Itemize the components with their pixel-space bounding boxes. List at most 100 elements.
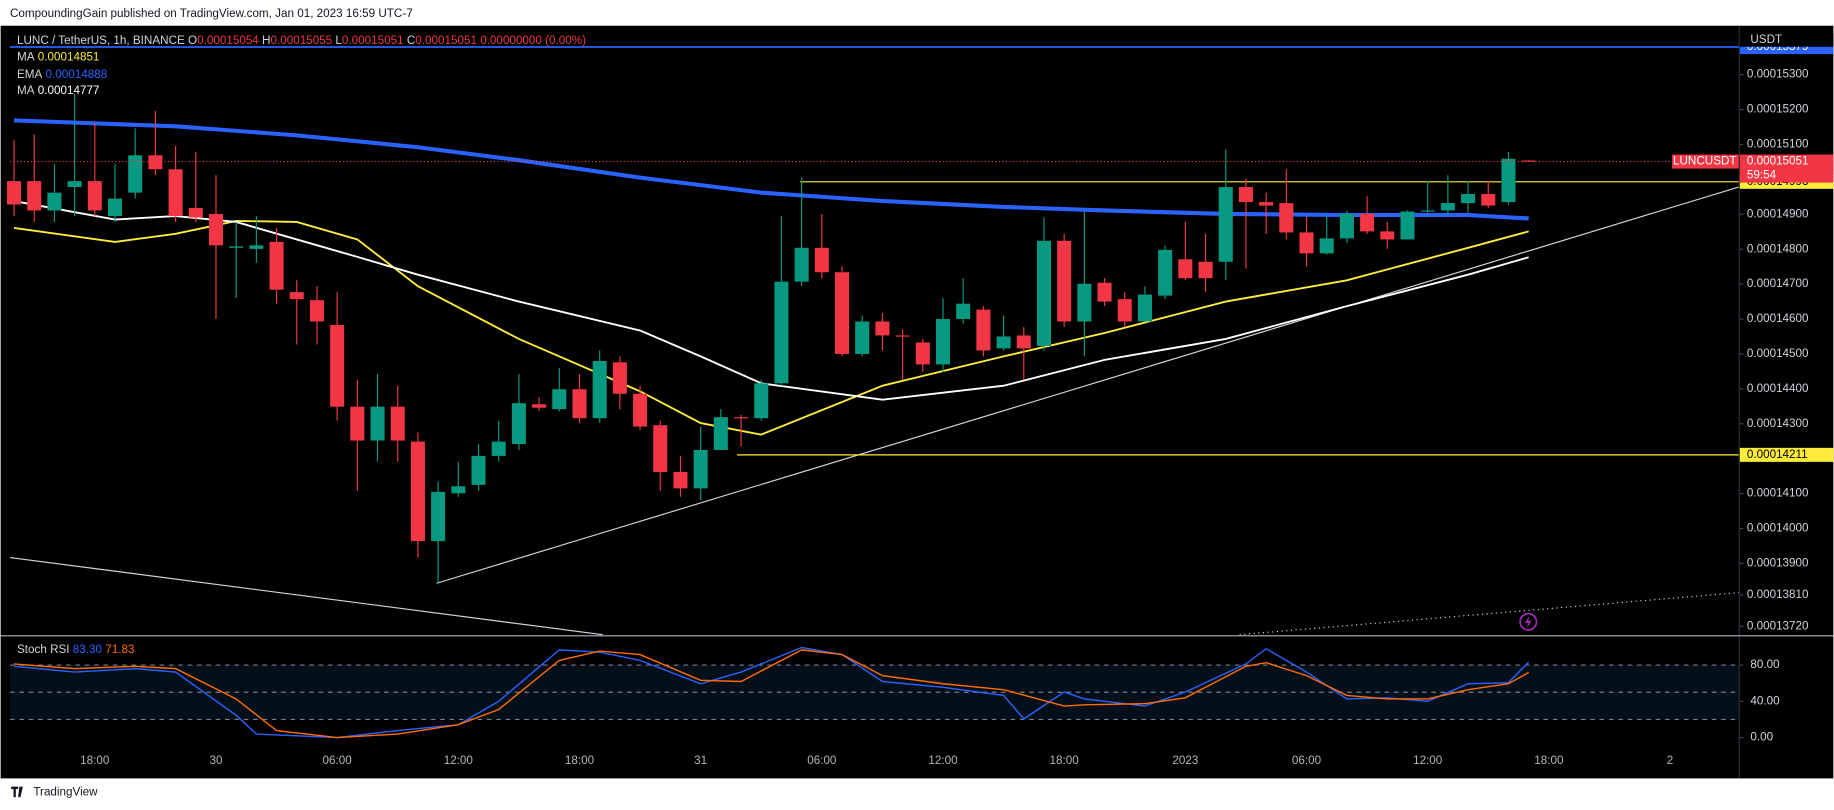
candle-body: [1259, 202, 1274, 206]
candle-body: [249, 245, 264, 249]
y-tick-label: 0.00015300: [1747, 68, 1809, 81]
x-tick-label: 06:00: [807, 754, 837, 767]
candle-body: [1299, 232, 1314, 254]
event-icon-bolt: [1524, 615, 1532, 628]
candle-body: [612, 362, 627, 394]
stoch-title: Stoch RSI: [17, 643, 70, 656]
y-tick-label: 0.00014800: [1747, 242, 1809, 255]
candle-body: [956, 303, 971, 320]
candle-body: [471, 455, 486, 485]
candle-body: [915, 342, 930, 365]
candle-body: [1380, 231, 1395, 240]
candle-body: [1400, 211, 1415, 240]
candle-body: [491, 441, 506, 456]
trendline: [436, 186, 1739, 584]
candle-body: [693, 449, 708, 489]
y-tick-label: 0.00015200: [1747, 103, 1809, 116]
candle-body: [1057, 240, 1072, 322]
y-tick-label: 0.00: [1750, 731, 1773, 744]
trendline: [9, 556, 603, 636]
candle-body: [1137, 294, 1152, 322]
candle-body: [1036, 240, 1051, 346]
candle-body: [814, 247, 829, 273]
candle-body: [87, 181, 102, 211]
candle-body: [1077, 283, 1092, 322]
candle-body: [1339, 213, 1354, 239]
last-price-box: [1739, 154, 1834, 183]
indicator-name: MA: [17, 84, 35, 97]
candle-body: [1158, 249, 1173, 296]
y-tick-label: 0.00015100: [1747, 138, 1809, 151]
symbol-header: LUNC / TetherUS, 1h, BINANCE O0.00015054…: [17, 34, 586, 47]
candle-body: [1420, 210, 1435, 212]
x-tick-label: 06:00: [1292, 754, 1322, 767]
candle-body: [269, 241, 284, 290]
indicator-name: MA: [17, 50, 35, 63]
x-tick-label: 18:00: [1050, 754, 1080, 767]
indicator-legend: EMA 0.00014888: [17, 68, 107, 81]
candle-body: [592, 360, 607, 419]
x-tick-label: 18:00: [80, 754, 110, 767]
y-tick-label: 0.00014600: [1747, 312, 1809, 325]
candle-body: [47, 192, 62, 211]
last-price-label: 0.00015051: [1747, 155, 1809, 168]
candle-body: [370, 406, 385, 441]
indicator-value: 0.00014888: [46, 68, 108, 81]
candle-body: [794, 247, 809, 282]
y-tick-label: 0.00014900: [1747, 207, 1809, 220]
candle-body: [572, 389, 587, 419]
candle-body: [835, 272, 850, 354]
event-icon: [1519, 612, 1538, 631]
candle-body: [451, 486, 466, 494]
stoch-line: [13, 649, 1530, 739]
candle-body: [552, 389, 567, 410]
footer-brand: TradingView: [33, 786, 98, 799]
candle-body: [309, 300, 324, 322]
level-label-box: [1739, 447, 1834, 462]
footer-logo: [11, 786, 23, 798]
candle-body: [67, 181, 82, 188]
candle-body: [410, 441, 425, 542]
candle-body: [713, 417, 728, 450]
stoch-legend: Stoch RSI 83.30 71.83: [17, 643, 134, 656]
ohlc-open: 0.00015054: [197, 34, 259, 47]
indicator-name: EMA: [17, 68, 43, 81]
candle-body: [188, 208, 203, 218]
x-tick-label: 2: [1667, 754, 1674, 767]
top-bar: [0, 0, 1834, 26]
candle-body: [1117, 299, 1132, 322]
indicator-line: [13, 118, 1529, 221]
ohlc-prefix: O: [188, 34, 197, 47]
candle-body: [390, 406, 405, 441]
candle-body: [229, 246, 244, 248]
candle-body: [1198, 261, 1213, 279]
candle-body: [532, 404, 547, 408]
candle-body: [1440, 203, 1455, 211]
y-tick-label: 0.00013720: [1747, 619, 1809, 632]
footer-bar: [0, 778, 1834, 810]
candle-body: [208, 213, 223, 246]
y-tick-label: 0.00014000: [1747, 522, 1809, 535]
candle-body: [27, 181, 42, 211]
candle-body: [350, 406, 365, 441]
candle-body: [1016, 335, 1031, 349]
candle-body: [148, 155, 163, 170]
candle-body: [511, 403, 526, 445]
candle-body: [875, 321, 890, 336]
y-tick-label: 0.00013810: [1747, 588, 1809, 601]
candle-body: [1218, 187, 1233, 262]
ohlc-change: 0.00000000 (0.00%): [480, 34, 586, 47]
candle-body: [754, 383, 769, 419]
candle-body: [1360, 213, 1375, 232]
countdown: 59:54: [1747, 169, 1777, 182]
candle-body: [673, 471, 688, 489]
marks: 80.00 40.00 0.00 0.00015300 0.00015200 0.0001…: [7, 40, 1834, 767]
candle-body: [855, 321, 870, 354]
currency: USDT: [1750, 33, 1782, 46]
candle-body: [1097, 282, 1112, 302]
ohlc-prefix: L: [335, 34, 342, 47]
candle-body: [633, 393, 648, 427]
ohlc-prefix: H: [262, 34, 270, 47]
x-tick-label: 12:00: [444, 754, 474, 767]
x-tick-label: 2023: [1172, 754, 1198, 767]
